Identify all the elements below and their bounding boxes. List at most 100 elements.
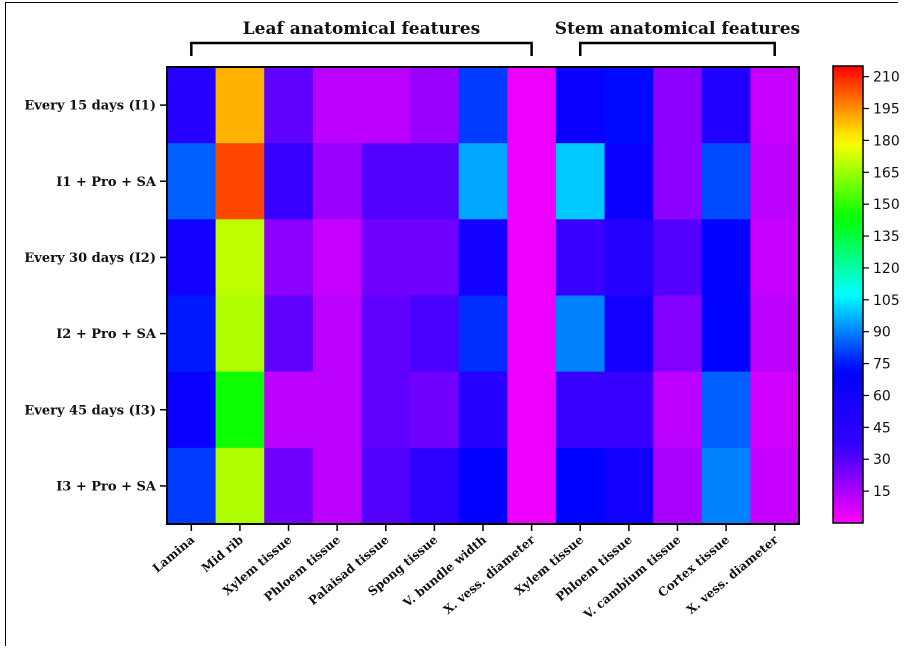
heatmap-cell [750,219,800,297]
heatmap-cell [701,219,751,297]
heatmap-cell [410,371,460,449]
colorbar-tick-label: 45 [873,420,891,436]
heatmap-cell [361,219,411,297]
heatmap-cell [604,295,654,373]
group-bracket [190,41,533,56]
heatmap-cell [410,295,460,373]
colorbar-tick-label: 60 [873,388,891,404]
column-label: Palaisad tissue [306,532,392,608]
heatmap-cell [167,67,217,144]
colorbar-tick-label: 210 [873,70,900,86]
heatmap-cell [653,67,703,144]
column-label: Mid rib [199,533,246,576]
figure-frame [5,2,898,646]
heatmap-cell [750,67,800,144]
heatmap-cell [507,447,557,525]
heatmap-cell [458,143,508,220]
heatmap-cell [312,143,363,220]
row-labels: Every 15 days (I1) I1 + Pro + SA Every 30 … [24,99,167,494]
heatmap-cell [264,447,314,525]
heatmap-cell [555,295,606,373]
heatmap-cell [215,295,265,373]
colorbar-tick-label: 75 [873,357,891,373]
group-brackets: Leaf anatomical features Stem anatomical … [190,19,800,56]
row-label: Every 30 days (I2) [24,251,156,266]
heatmap-cell [555,371,606,449]
heatmap-cell [215,371,265,449]
colorbar-tick-label: 90 [873,325,891,341]
heatmap-cell [750,447,800,525]
heatmap-cell [167,143,217,220]
heatmap-cell [361,447,411,525]
colorbar: 15 30 45 60 75 90 105 120 135 150 165 180 195 210 [832,65,900,524]
heatmap-cell [653,447,703,525]
heatmap-cell [312,447,363,525]
colorbar-tick-label: 120 [873,261,900,277]
heatmap-cell [604,219,654,297]
colorbar-tick-label: 135 [873,229,900,245]
row-label: Every 45 days (I3) [24,403,156,418]
heatmap-cell [653,219,703,297]
colorbar-tick-label: 180 [873,133,900,149]
heatmap-cell [167,371,217,449]
heatmap-cell [458,295,508,373]
heatmap-cell [604,447,654,525]
heatmap-cell [750,143,800,220]
heatmap-cell [458,371,508,449]
heatmap-cell [264,67,314,144]
heatmap-cell [458,67,508,144]
colorbar-tick-label: 195 [873,102,900,118]
heatmap-cell [312,295,363,373]
colorbar-tick-label: 30 [873,452,891,468]
colorbar-tick-label: 105 [873,293,900,309]
heatmap-cell [507,219,557,297]
heatmap-cell [555,143,606,220]
row-label: Every 15 days (I1) [24,99,156,114]
heatmap-cell [653,371,703,449]
heatmap-cell [361,371,411,449]
heatmap-cell [750,295,800,373]
heatmap-cell [604,371,654,449]
heatmap-cell [264,143,314,220]
heatmap-cell [264,371,314,449]
heatmap-cell [750,371,800,449]
group-label: Leaf anatomical features [243,19,481,39]
heatmap-cell [458,219,508,297]
heatmap-cell [410,447,460,525]
heatmap-cell [312,67,363,144]
row-label: I1 + Pro + SA [56,175,157,190]
heatmap-cell [555,219,606,297]
column-label: X. vess. diameter [684,532,781,617]
heatmap-cell [361,67,411,144]
heatmap-cell [555,67,606,144]
group-label: Stem anatomical features [555,19,800,39]
heatmap-cell [361,143,411,220]
heatmap-cell [653,295,703,373]
heatmap-cell [167,219,217,297]
column-label: Lamina [150,532,197,575]
heatmap-cell [361,295,411,373]
heatmap-cell [215,219,265,297]
heatmap-cell [653,143,703,220]
heatmap-cell [555,447,606,525]
heatmap-cell [215,447,265,525]
column-label: X. vess. diameter [441,532,538,617]
colorbar-tick-label: 150 [873,197,900,213]
heatmap-cell [507,67,557,144]
heatmap-cell [167,295,217,373]
heatmap-cell [701,371,751,449]
heatmap-cell [312,219,363,297]
heatmap-cell [701,143,751,220]
heatmap-cell [507,371,557,449]
heatmap-cell [701,447,751,525]
group-bracket [578,41,776,56]
heatmap-cell [264,219,314,297]
heatmap-cells [166,66,800,525]
column-label: V. cambium tissue [580,532,683,622]
colorbar-tick-label: 165 [873,165,900,181]
heatmap-cell [604,67,654,144]
heatmap-cell [604,143,654,220]
heatmap-cell [215,67,265,144]
heatmap-cell [167,447,217,525]
